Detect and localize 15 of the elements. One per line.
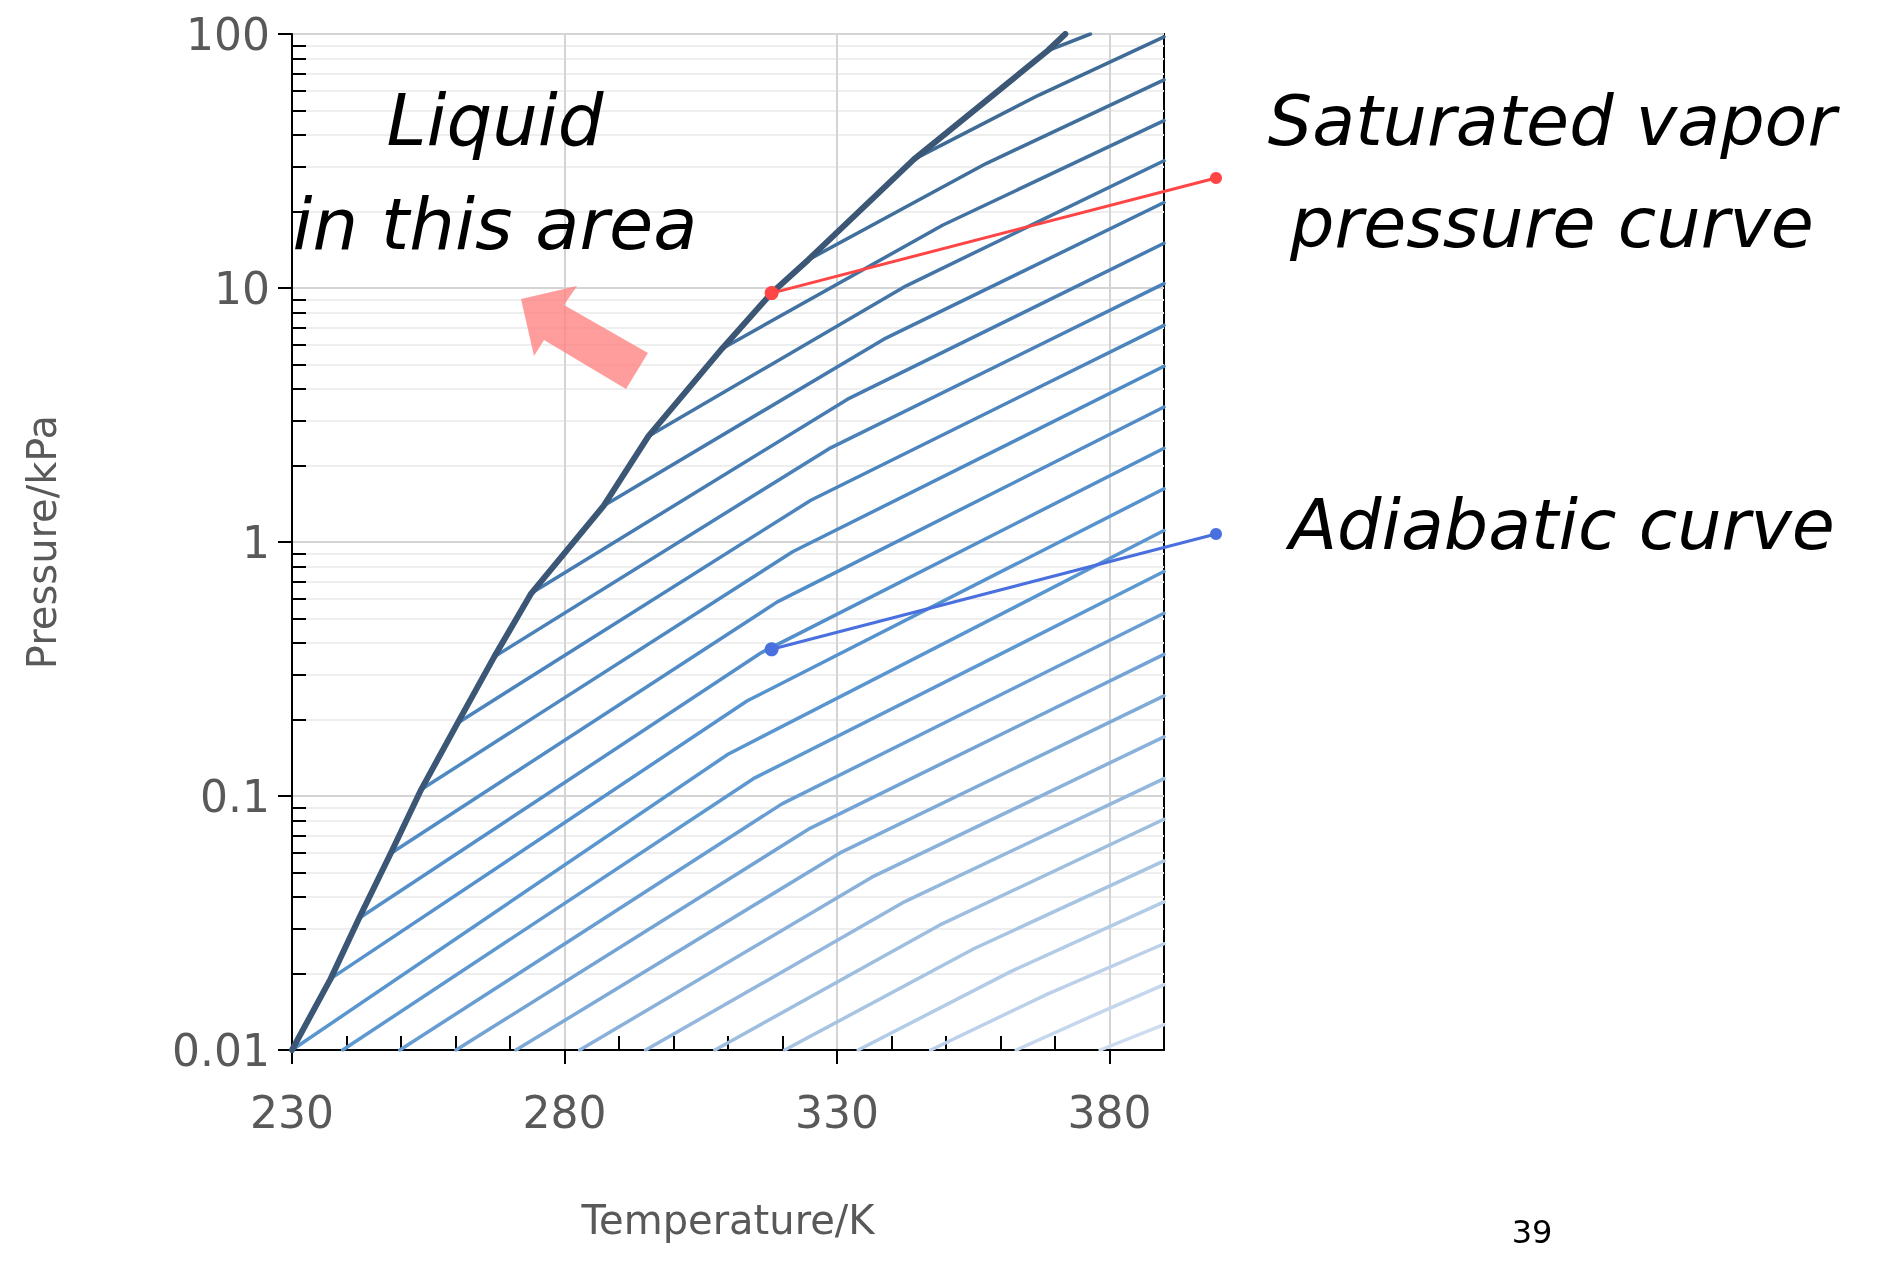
y-tick-label: 100 [186, 8, 270, 60]
x-axis-title: Temperature/K [580, 1197, 877, 1243]
y-tick-label: 0.01 [172, 1024, 270, 1076]
y-axis-title: Pressure/kPa [19, 414, 65, 670]
x-tick-label: 380 [1067, 1086, 1152, 1138]
annotation: Liquid in this area [292, 77, 698, 267]
x-tick-label: 230 [250, 1086, 334, 1138]
text: 39 [1511, 1213, 1553, 1251]
y-tick-label: 10 [214, 262, 270, 314]
y-tick-label: 1 [242, 516, 270, 568]
y-tick-label: 0.1 [200, 770, 270, 822]
annotation: Saturated vapor pressure curve [1267, 80, 1841, 264]
annotation: Adiabatic curve [1285, 484, 1835, 566]
x-tick-label: 330 [795, 1086, 879, 1138]
x-tick-label: 280 [522, 1086, 607, 1138]
